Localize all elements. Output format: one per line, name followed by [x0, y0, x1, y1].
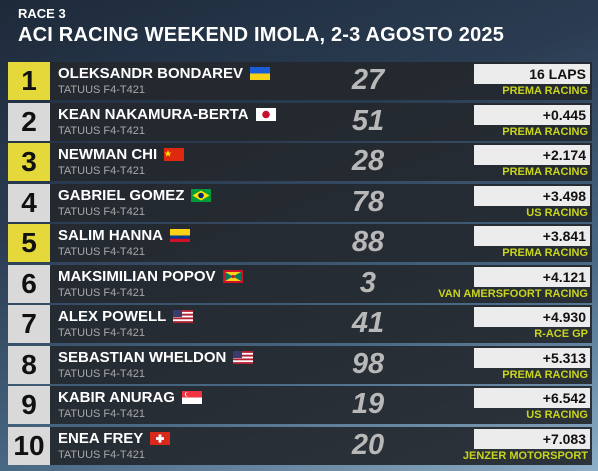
- gap: +3.498: [474, 185, 590, 206]
- flag: [173, 310, 194, 323]
- driver-name: KEAN NAKAMURA-BERTA: [58, 105, 249, 123]
- race-label: RACE 3: [18, 6, 66, 21]
- position: 9: [8, 386, 50, 424]
- car-number: 41: [351, 307, 385, 339]
- flag: [233, 350, 254, 364]
- driver: SEBASTIAN WHELDON: [58, 348, 254, 366]
- result-row: 4 GABRIEL GOMEZ TATUUS F4-T421 78 +3.498…: [8, 183, 592, 222]
- result-row: 10 ENEA FREY TATUUS F4-T421 20 +7.083 JE…: [8, 426, 592, 465]
- event-title: ACI RACING WEEKEND IMOLA, 2-3 AGOSTO 202…: [18, 24, 505, 46]
- driver-name: SALIM HANNA: [58, 227, 163, 244]
- team: PREMA RACING: [502, 247, 588, 259]
- position: 2: [8, 102, 50, 141]
- position: 3: [8, 143, 50, 181]
- position: 6: [8, 264, 50, 303]
- car-number: 28: [351, 145, 385, 177]
- car-number: 51: [351, 104, 385, 137]
- result-row: 1 OLEKSANDR BONDAREV TATUUS F4-T421 27 1…: [8, 62, 592, 100]
- result-row: 7 ALEX POWELL TATUUS F4-T421 41 +4.930 R…: [8, 305, 592, 343]
- driver-name: KABIR ANURAG: [58, 389, 175, 406]
- car-number: 98: [351, 347, 385, 380]
- gap: 16 LAPS: [474, 64, 590, 84]
- car-number: 20: [351, 428, 385, 461]
- car-number: 88: [351, 226, 385, 258]
- team: PREMA RACING: [502, 368, 588, 381]
- driver-name: ENEA FREY: [58, 429, 144, 447]
- chassis: TATUUS F4-T421: [58, 327, 145, 339]
- chassis: TATUUS F4-T421: [58, 286, 145, 299]
- result-row: 6 MAKSIMILIAN POPOV TATUUS F4-T421 3 +4.…: [8, 264, 592, 303]
- flag: [170, 229, 190, 242]
- driver: KABIR ANURAG: [58, 389, 202, 406]
- car-number: 27: [351, 64, 385, 96]
- flag: [255, 107, 276, 121]
- driver: NEWMAN CHI: [58, 146, 185, 163]
- position: 7: [8, 305, 50, 343]
- chassis: TATUUS F4-T421: [58, 408, 145, 420]
- flag: [181, 391, 202, 404]
- position: 5: [8, 224, 50, 262]
- car-number: 78: [351, 185, 385, 218]
- chassis: TATUUS F4-T421: [58, 124, 145, 137]
- gap: +7.083: [474, 428, 590, 449]
- driver-name: ALEX POWELL: [58, 308, 167, 325]
- driver: SALIM HANNA: [58, 227, 190, 244]
- position: 1: [8, 62, 50, 100]
- car-number: 3: [359, 266, 377, 299]
- car-number: 19: [351, 388, 385, 420]
- driver-name: NEWMAN CHI: [58, 146, 158, 163]
- driver: ALEX POWELL: [58, 308, 194, 325]
- position: 4: [8, 183, 50, 222]
- driver: GABRIEL GOMEZ: [58, 186, 212, 204]
- driver: OLEKSANDR BONDAREV: [58, 65, 271, 82]
- flag: [222, 269, 243, 283]
- gap: +4.121: [474, 266, 590, 287]
- chassis: TATUUS F4-T421: [58, 246, 145, 258]
- driver: MAKSIMILIAN POPOV: [58, 268, 243, 285]
- flag: [164, 148, 185, 161]
- chassis: TATUUS F4-T421: [58, 367, 145, 380]
- chassis: TATUUS F4-T421: [58, 84, 145, 96]
- result-row: 8 SEBASTIAN WHELDON TATUUS F4-T421 98 +5…: [8, 345, 592, 384]
- flag: [250, 67, 271, 80]
- flag: [150, 431, 171, 445]
- driver-name: OLEKSANDR BONDAREV: [58, 65, 244, 82]
- result-row: 5 SALIM HANNA TATUUS F4-T421 88 +3.841 P…: [8, 224, 592, 262]
- gap: +2.174: [474, 145, 590, 165]
- gap: +3.841: [474, 226, 590, 246]
- team: R-ACE GP: [534, 328, 588, 340]
- result-row: 9 KABIR ANURAG TATUUS F4-T421 19 +6.542 …: [8, 386, 592, 424]
- gap: +0.445: [474, 104, 590, 125]
- result-row: 2 KEAN NAKAMURA-BERTA TATUUS F4-T421 51 …: [8, 102, 592, 141]
- driver-name: SEBASTIAN WHELDON: [58, 348, 227, 366]
- gap: +4.930: [474, 307, 590, 327]
- driver: KEAN NAKAMURA-BERTA: [58, 106, 276, 123]
- gap: +6.542: [474, 388, 590, 408]
- result-row: 3 NEWMAN CHI TATUUS F4-T421 28 +2.174 PR…: [8, 143, 592, 181]
- chassis: TATUUS F4-T421: [58, 205, 145, 218]
- team: US RACING: [526, 409, 588, 421]
- position: 10: [8, 426, 50, 465]
- position: 8: [8, 345, 50, 384]
- team: PREMA RACING: [502, 166, 588, 178]
- chassis: TATUUS F4-T421: [58, 448, 145, 461]
- flag: [191, 188, 212, 202]
- team: US RACING: [526, 206, 588, 219]
- chassis: TATUUS F4-T421: [58, 165, 145, 177]
- team: VAN AMERSFOORT RACING: [438, 287, 588, 300]
- driver-name: GABRIEL GOMEZ: [58, 186, 185, 204]
- team: PREMA RACING: [502, 125, 588, 138]
- team: PREMA RACING: [502, 85, 588, 97]
- driver: ENEA FREY: [58, 429, 171, 447]
- driver-name: MAKSIMILIAN POPOV: [58, 267, 216, 285]
- team: JENZER MOTORSPORT: [462, 449, 588, 462]
- gap: +5.313: [474, 347, 590, 368]
